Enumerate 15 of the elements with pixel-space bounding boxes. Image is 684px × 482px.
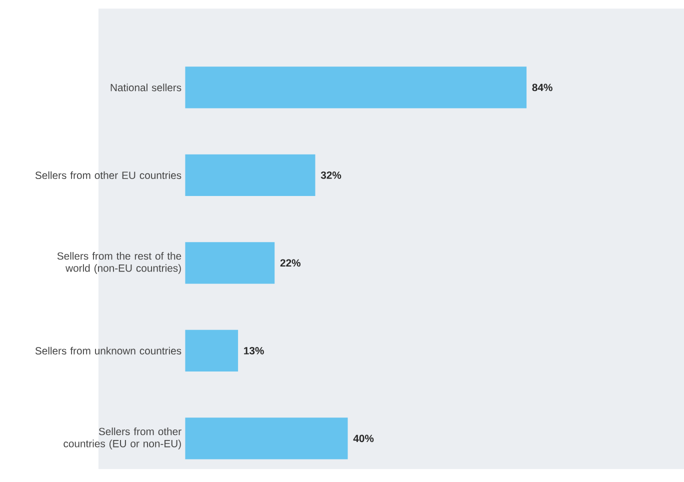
bar: [185, 330, 238, 372]
y-tick-label: National sellers: [110, 83, 182, 92]
y-tick-label: Sellers from unknown countries: [35, 346, 182, 354]
bar: [185, 154, 316, 196]
data-label: 84%: [532, 84, 552, 91]
data-label: 32%: [320, 171, 342, 179]
data-label: 40%: [353, 434, 374, 442]
bar: [185, 242, 275, 284]
y-tick-label: Sellers from other EU countries: [35, 171, 182, 179]
y-tick-label: Sellers from other countries (EU or non-EU): [64, 427, 182, 450]
bar: [185, 66, 527, 108]
data-label: 22%: [280, 259, 300, 266]
y-tick-label: Sellers from the rest of the world (non-EU countries): [57, 252, 182, 274]
bar: [185, 417, 348, 460]
data-label: 13%: [244, 346, 264, 354]
